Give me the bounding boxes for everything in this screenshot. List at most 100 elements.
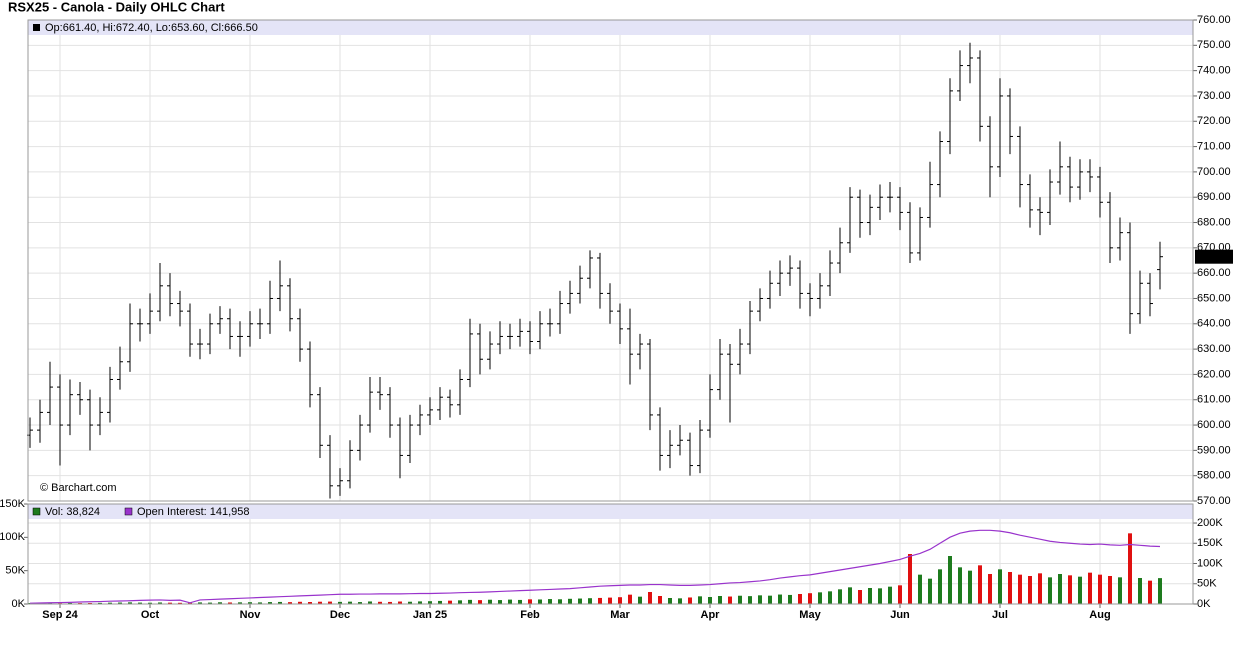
volume-bar (1018, 574, 1022, 604)
volume-bar (618, 597, 622, 604)
volume-bar (398, 601, 402, 604)
volume-bar (328, 601, 332, 604)
y-tick-label: 650.00 (1197, 292, 1231, 304)
volume-bar (318, 601, 322, 604)
volume-bar (608, 597, 612, 604)
y-tick-label: 680.00 (1197, 216, 1231, 228)
y-tick-label: 600.00 (1197, 419, 1231, 431)
x-tick-label: May (799, 609, 821, 621)
volume-bar (508, 599, 512, 604)
volume-bar (428, 601, 432, 604)
volume-bar (668, 598, 672, 604)
volume-bar (908, 554, 912, 604)
volume-bar (978, 565, 982, 604)
volume-bar (418, 601, 422, 604)
volume-bar (848, 587, 852, 604)
volume-bar (578, 598, 582, 604)
volume-bar (988, 574, 992, 604)
volume-bar (338, 601, 342, 604)
volume-bar (458, 600, 462, 604)
legend-swatch (33, 24, 40, 31)
volume-bar (678, 598, 682, 604)
volume-bar (478, 600, 482, 604)
volume-bar (688, 597, 692, 604)
volume-bar (828, 591, 832, 604)
volume-bar (538, 599, 542, 604)
volume-bar (1138, 578, 1142, 604)
y-tick-label: 760.00 (1197, 14, 1231, 26)
x-tick-label: Apr (701, 609, 721, 621)
volume-bar (368, 601, 372, 604)
x-tick-label: Feb (520, 609, 540, 621)
x-tick-label: Sep 24 (42, 609, 78, 621)
panel-frame (27, 19, 1194, 502)
volume-bar (128, 602, 132, 604)
y2-tick-label: 100K (1197, 557, 1223, 569)
volume-bar (738, 595, 742, 604)
panel-frame (27, 503, 1194, 605)
volume-bar (498, 600, 502, 604)
volume-bar (48, 602, 52, 604)
last-price-box (1195, 249, 1233, 264)
watermark: © Barchart.com (40, 482, 117, 494)
legend-entry: Vol: 38,824 (45, 506, 100, 518)
y-tick-label: 590.00 (1197, 444, 1231, 456)
y-tick-label: 570.00 (1197, 495, 1231, 507)
x-tick-label: Oct (141, 609, 160, 621)
volume-bar (118, 602, 122, 604)
volume-bar (228, 602, 232, 604)
volume-bar (898, 585, 902, 604)
volume-bar (238, 602, 242, 604)
x-tick-label: Jan 25 (413, 609, 447, 621)
volume-bar (788, 594, 792, 604)
legend-swatch (32, 507, 41, 516)
volume-bar (518, 599, 522, 604)
volume-bar (258, 602, 262, 604)
volume-bar (268, 602, 272, 604)
last-price-label: 666.50 (1197, 251, 1231, 263)
volume-bar (968, 570, 972, 604)
volume-bar (598, 597, 602, 604)
volume-bar (888, 586, 892, 604)
volume-bar (878, 588, 882, 604)
volume-bar (298, 601, 302, 604)
volume-bar (768, 595, 772, 604)
volume-bar (148, 602, 152, 604)
y-tick-label: 150K (0, 498, 26, 510)
volume-bar (1078, 576, 1082, 604)
volume-bar (928, 578, 932, 604)
volume-bar (748, 596, 752, 604)
y2-tick-label: 50K (1197, 578, 1217, 590)
volume-bar (528, 599, 532, 604)
volume-bar (718, 596, 722, 604)
volume-bar (758, 595, 762, 604)
volume-bar (948, 556, 952, 604)
volume-bar (548, 599, 552, 604)
y-tick-label: 700.00 (1197, 166, 1231, 178)
volume-bar (198, 602, 202, 604)
volume-bar (918, 574, 922, 604)
y-tick-label: 710.00 (1197, 140, 1231, 152)
volume-bar (628, 594, 632, 604)
volume-bar (698, 596, 702, 604)
legend-swatch (124, 507, 133, 516)
volume-bar (1118, 577, 1122, 604)
y-tick-label: 690.00 (1197, 191, 1231, 203)
volume-bar (378, 601, 382, 604)
legend-entry: Open Interest: 141,958 (137, 506, 250, 518)
y-tick-label: 720.00 (1197, 115, 1231, 127)
volume-bar (728, 596, 732, 604)
y2-tick-label: 150K (1197, 537, 1223, 549)
volume-bar (958, 567, 962, 604)
x-tick-label: Dec (330, 609, 350, 621)
volume-bar (588, 598, 592, 604)
legend-text: Op:661.40, Hi:672.40, Lo:653.60, Cl:666.… (45, 22, 258, 34)
x-tick-label: Jul (992, 609, 1008, 621)
volume-bar (808, 593, 812, 604)
volume-bar (998, 569, 1002, 604)
x-tick-label: Jun (890, 609, 910, 621)
y-tick-label: 50K (5, 565, 25, 577)
volume-bar (108, 602, 112, 604)
volume-bar (288, 602, 292, 604)
